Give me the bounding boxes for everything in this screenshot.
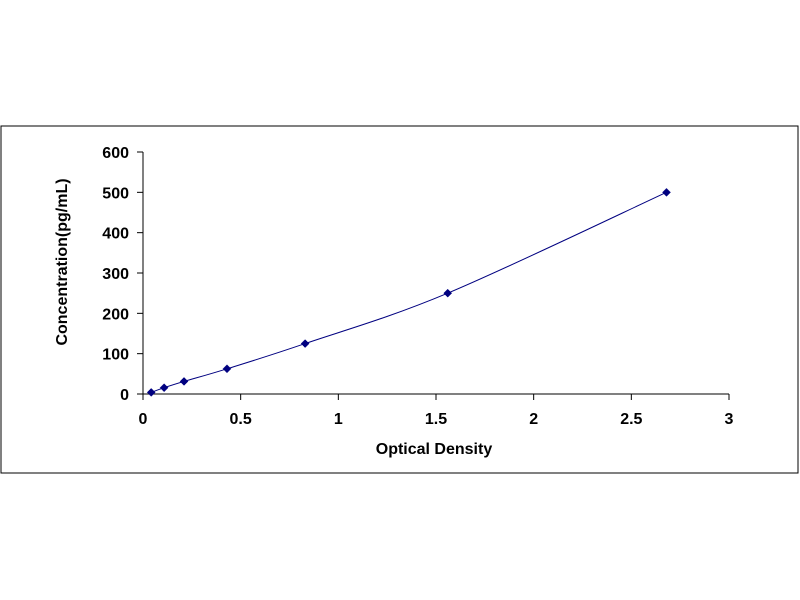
x-tick-label: 2.5 [620,411,642,428]
y-tick-label: 300 [102,266,129,283]
data-point [662,187,671,197]
data-point [146,388,156,397]
data-point [159,383,169,393]
x-tick-label: 0.5 [230,411,252,428]
y-tick-label: 100 [102,347,129,364]
data-point [300,339,310,348]
y-tick-label: 400 [102,226,129,243]
data-point [443,288,453,298]
x-tick-label: 1.5 [425,411,447,428]
chart-frame [0,125,799,474]
axes-layer [137,151,730,400]
y-tick-label: 600 [102,145,129,162]
y-tick-label: 0 [120,387,129,404]
x-tick-label: 2 [529,411,538,428]
y-axis-title: Concentration(pg/mL) [54,178,71,345]
y-tick-label: 200 [102,306,129,323]
data-point [222,364,232,374]
x-axis-title: Optical Density [376,441,493,458]
x-tick-label: 0 [139,411,148,428]
y-tick-label: 500 [102,185,129,202]
markers-layer [146,187,671,397]
x-tick-label: 1 [334,411,343,428]
data-point [179,377,189,386]
x-tick-label: 3 [725,411,734,428]
tick-labels-layer: 0 0.5 1 1.5 2 2.5 3 0 100 200 300 400 500 600 [102,145,733,428]
